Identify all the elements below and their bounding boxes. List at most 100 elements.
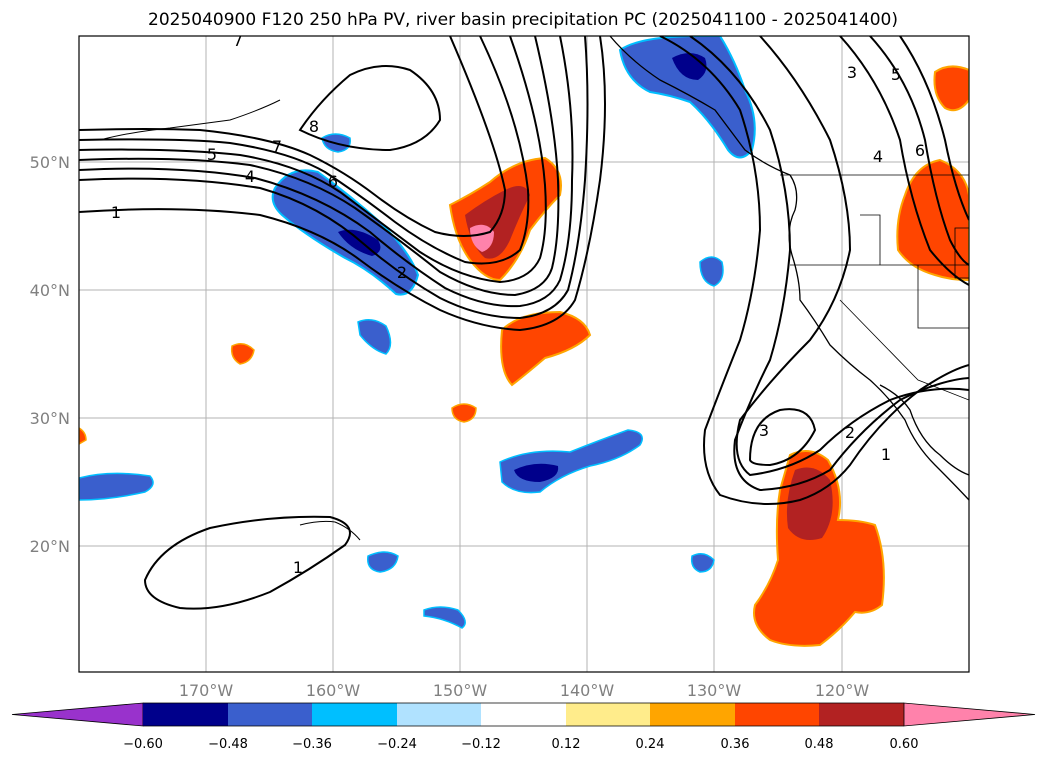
- precip-region-alaska: [618, 36, 756, 159]
- lat-label: 40°N: [30, 281, 70, 300]
- precip-cell-5: [423, 606, 466, 629]
- border-state-5: [954, 227, 969, 279]
- precip-cell-b: [451, 403, 477, 423]
- longitude-labels: 170°W 160°W 150°W 140°W 130°W 120°W: [179, 681, 870, 700]
- pv-contour-5-north: [79, 36, 547, 284]
- precip-negative-regions: [79, 36, 756, 629]
- colorbar-tick: 0.36: [721, 737, 750, 752]
- contour-label: 6: [328, 172, 338, 191]
- contour-label: 2: [845, 423, 855, 442]
- precip-cell-3: [699, 256, 724, 287]
- lat-label: 30°N: [30, 409, 70, 428]
- contour-label: 4: [245, 167, 255, 186]
- colorbar-tick: −0.12: [461, 737, 501, 752]
- colorbar-segment: [566, 703, 650, 726]
- pv-contour-8-closed: [298, 65, 442, 152]
- colorbar-segment: [397, 703, 481, 726]
- contour-label: 7: [272, 137, 282, 156]
- precip-cell-c: [79, 427, 87, 445]
- colorbar-extend-high: [903, 702, 1036, 727]
- pv-contour-4-east: [839, 36, 969, 286]
- lon-label: 130°W: [687, 681, 742, 700]
- pv-contour-7-north: [79, 36, 507, 237]
- pv-contour-6-north: [79, 36, 530, 265]
- pv-contour-3-closed: [748, 408, 817, 467]
- map-panel: 1 1 1 2 2 3 3 4 4 5 5 6 6 7 7 8: [78, 31, 970, 673]
- pv-contours: [79, 36, 969, 610]
- coastlines: [99, 36, 969, 541]
- borders: [780, 174, 969, 401]
- precip-region-west-edge: [79, 472, 154, 501]
- coastline-baja: [879, 384, 969, 476]
- colorbar-tick: 0.48: [805, 737, 834, 752]
- colorbar-tick: −0.48: [208, 737, 248, 752]
- lon-label: 160°W: [306, 681, 361, 700]
- lon-label: 170°W: [179, 681, 234, 700]
- lon-label: 140°W: [560, 681, 615, 700]
- lat-label: 50°N: [30, 153, 70, 172]
- border-state-4: [839, 299, 969, 401]
- precip-cell-2: [357, 319, 392, 355]
- colorbar: −0.60 −0.48 −0.36 −0.24 −0.12 0.12 0.24 …: [11, 702, 1036, 752]
- colorbar-segment: [819, 703, 904, 726]
- contour-label: 5: [891, 65, 901, 84]
- pv-contour-1-north: [79, 36, 606, 332]
- pv-contour-4-north: [79, 36, 560, 297]
- colorbar-segment: [143, 703, 228, 726]
- contour-label: 2: [397, 263, 407, 282]
- precip-region-interior: [896, 158, 969, 282]
- precip-cell-canada: [933, 65, 969, 112]
- pv-contour-1-south: [143, 515, 351, 610]
- border-state-3: [917, 265, 969, 329]
- lon-label: 150°W: [433, 681, 488, 700]
- colorbar-extend-low: [11, 702, 144, 727]
- coastline-aleutians: [99, 99, 281, 141]
- pv-contour-5-east: [869, 36, 969, 266]
- colorbar-tick: −0.36: [292, 737, 332, 752]
- precip-cell-6: [690, 553, 715, 573]
- map-frame: [78, 35, 970, 673]
- latitude-labels: 50°N 40°N 30°N 20°N: [30, 153, 70, 556]
- pv-contour-3-north: [79, 36, 574, 308]
- contour-label: 3: [847, 63, 857, 82]
- pv-contour-6-east: [899, 36, 969, 221]
- precip-core-subtropical-band: [514, 463, 559, 482]
- lat-label: 20°N: [30, 537, 70, 556]
- colorbar-tick: 0.24: [636, 737, 665, 752]
- colorbar-segment: [650, 703, 735, 726]
- contour-label: 3: [759, 421, 769, 440]
- lon-label: 120°W: [815, 681, 870, 700]
- colorbar-tick: 0.60: [890, 737, 919, 752]
- coastline-north-america: [609, 36, 969, 501]
- pv-contour-2-east: [689, 36, 969, 492]
- contour-label: 8: [309, 117, 319, 136]
- pv-contour-2-north: [79, 36, 589, 320]
- coastline-hawaii: [299, 520, 361, 541]
- contour-label: 7: [233, 31, 243, 50]
- contour-label: 1: [111, 203, 121, 222]
- pv-contour-3-east: [659, 36, 969, 505]
- figure-title: 2025040900 F120 250 hPa PV, river basin …: [148, 10, 898, 30]
- colorbar-outline: [143, 702, 904, 727]
- colorbar-tick-labels: −0.60 −0.48 −0.36 −0.24 −0.12 0.12 0.24 …: [123, 737, 918, 752]
- colorbar-tick: −0.60: [123, 737, 163, 752]
- colorbar-tick: 0.12: [552, 737, 581, 752]
- pv-contour-labels: 1 1 1 2 2 3 3 4 4 5 5 6 6 7 7 8: [111, 31, 925, 577]
- precip-cell-4: [367, 551, 399, 573]
- colorbar-segment: [228, 703, 312, 726]
- colorbar-segment: [481, 703, 566, 726]
- contour-label: 1: [293, 558, 303, 577]
- contour-label: 1: [881, 445, 891, 464]
- precip-cell-a: [230, 343, 255, 365]
- colorbar-segment: [312, 703, 397, 726]
- contour-label: 6: [915, 141, 925, 160]
- contour-label: 5: [207, 145, 217, 164]
- border-state-2: [860, 214, 881, 265]
- contour-label: 4: [873, 147, 883, 166]
- pv-contour-1-east: [735, 36, 969, 477]
- precip-region-mexico: [753, 450, 885, 647]
- colorbar-tick: −0.24: [377, 737, 417, 752]
- precip-core-mexico: [786, 467, 833, 541]
- colorbar-segment: [735, 703, 819, 726]
